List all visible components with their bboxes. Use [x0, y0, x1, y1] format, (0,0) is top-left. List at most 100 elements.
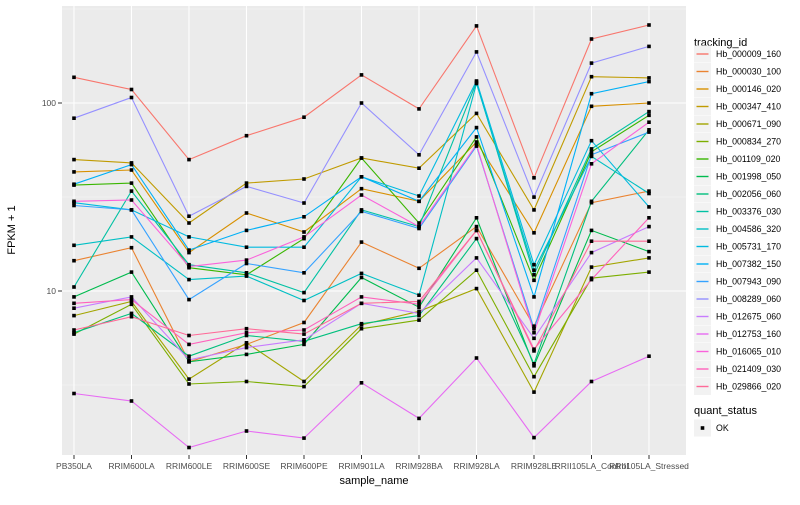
data-point	[532, 195, 536, 199]
data-point	[417, 107, 421, 111]
data-point	[72, 182, 76, 186]
data-point	[474, 79, 479, 83]
data-point	[417, 226, 421, 231]
data-point	[244, 330, 249, 335]
data-point	[359, 321, 364, 326]
data-point	[417, 302, 421, 307]
data-point	[302, 379, 306, 384]
data-point	[72, 285, 76, 289]
data-point	[129, 162, 134, 167]
data-point	[532, 336, 536, 341]
data-point	[359, 156, 364, 160]
data-point	[417, 221, 421, 225]
data-point	[302, 235, 306, 239]
data-point	[417, 153, 421, 157]
data-point	[187, 221, 191, 225]
data-point	[417, 318, 421, 322]
data-point	[72, 301, 76, 306]
data-point	[474, 228, 479, 233]
data-point	[129, 270, 134, 274]
data-point	[359, 240, 364, 244]
data-point	[417, 416, 421, 421]
data-point	[244, 326, 249, 331]
data-point	[244, 345, 249, 350]
data-point	[589, 199, 594, 204]
data-point	[72, 243, 76, 248]
data-point	[589, 37, 594, 41]
data-point	[302, 215, 306, 219]
data-point	[589, 250, 594, 255]
data-point	[474, 256, 479, 260]
data-point	[187, 297, 191, 302]
legend-label: Hb_001998_050	[716, 172, 781, 182]
data-point	[474, 216, 479, 220]
legend-label: Hb_000347_410	[716, 102, 781, 112]
plot-panel	[62, 6, 686, 455]
data-point	[359, 275, 364, 280]
data-point	[302, 332, 306, 336]
data-point	[187, 342, 191, 347]
data-point	[187, 333, 191, 338]
data-point	[417, 194, 421, 198]
legend-label: Hb_000671_090	[716, 119, 781, 129]
data-point	[474, 140, 479, 144]
data-point	[589, 265, 594, 269]
data-point	[72, 306, 76, 310]
data-point	[187, 445, 191, 450]
data-point	[302, 384, 306, 389]
data-point	[359, 326, 364, 331]
data-point	[359, 186, 364, 191]
legend-key-point	[700, 426, 705, 430]
data-point	[647, 79, 651, 84]
data-point	[647, 44, 651, 49]
data-point	[532, 278, 536, 283]
data-point	[187, 382, 191, 386]
data-point	[302, 320, 306, 325]
data-point	[72, 330, 76, 335]
data-point	[129, 235, 134, 239]
data-point	[647, 224, 651, 229]
data-point	[129, 299, 134, 304]
data-point	[647, 191, 651, 196]
data-point	[532, 390, 536, 394]
data-point	[647, 205, 651, 209]
data-point	[72, 116, 76, 120]
data-point	[647, 76, 651, 80]
data-point	[647, 256, 651, 260]
data-point	[532, 349, 536, 353]
legend-label: Hb_005731_170	[716, 242, 781, 252]
data-point	[302, 436, 306, 440]
x-tick-label: RRII105LA_Stressed	[609, 461, 689, 471]
data-point	[532, 231, 536, 235]
x-tick-label: RRIM928LE	[511, 461, 558, 471]
data-point	[129, 295, 134, 299]
data-point	[302, 201, 306, 205]
legend-label: Hb_001109_020	[716, 154, 781, 164]
data-point	[359, 271, 364, 276]
data-point	[187, 235, 191, 239]
data-point	[302, 115, 306, 119]
data-point	[129, 168, 134, 172]
legend-label: Hb_007382_150	[716, 259, 781, 269]
data-point	[417, 166, 421, 170]
data-point	[359, 301, 364, 306]
data-point	[589, 150, 594, 154]
data-point	[129, 314, 134, 319]
data-point	[187, 377, 191, 381]
data-point	[647, 109, 651, 114]
data-point	[244, 133, 249, 138]
data-point	[474, 356, 479, 360]
data-point	[589, 277, 594, 282]
data-point	[417, 299, 421, 304]
data-point	[187, 277, 191, 282]
legend-label: Hb_012753_160	[716, 329, 781, 339]
data-point	[244, 184, 249, 189]
data-point	[474, 135, 479, 139]
data-point	[589, 162, 594, 166]
data-point	[532, 362, 536, 366]
axes: 100 10 PB350LA RRIM600LA RRIM600LE RRIM600SE R…	[42, 98, 689, 471]
data-point	[474, 111, 479, 116]
data-point	[647, 189, 651, 193]
